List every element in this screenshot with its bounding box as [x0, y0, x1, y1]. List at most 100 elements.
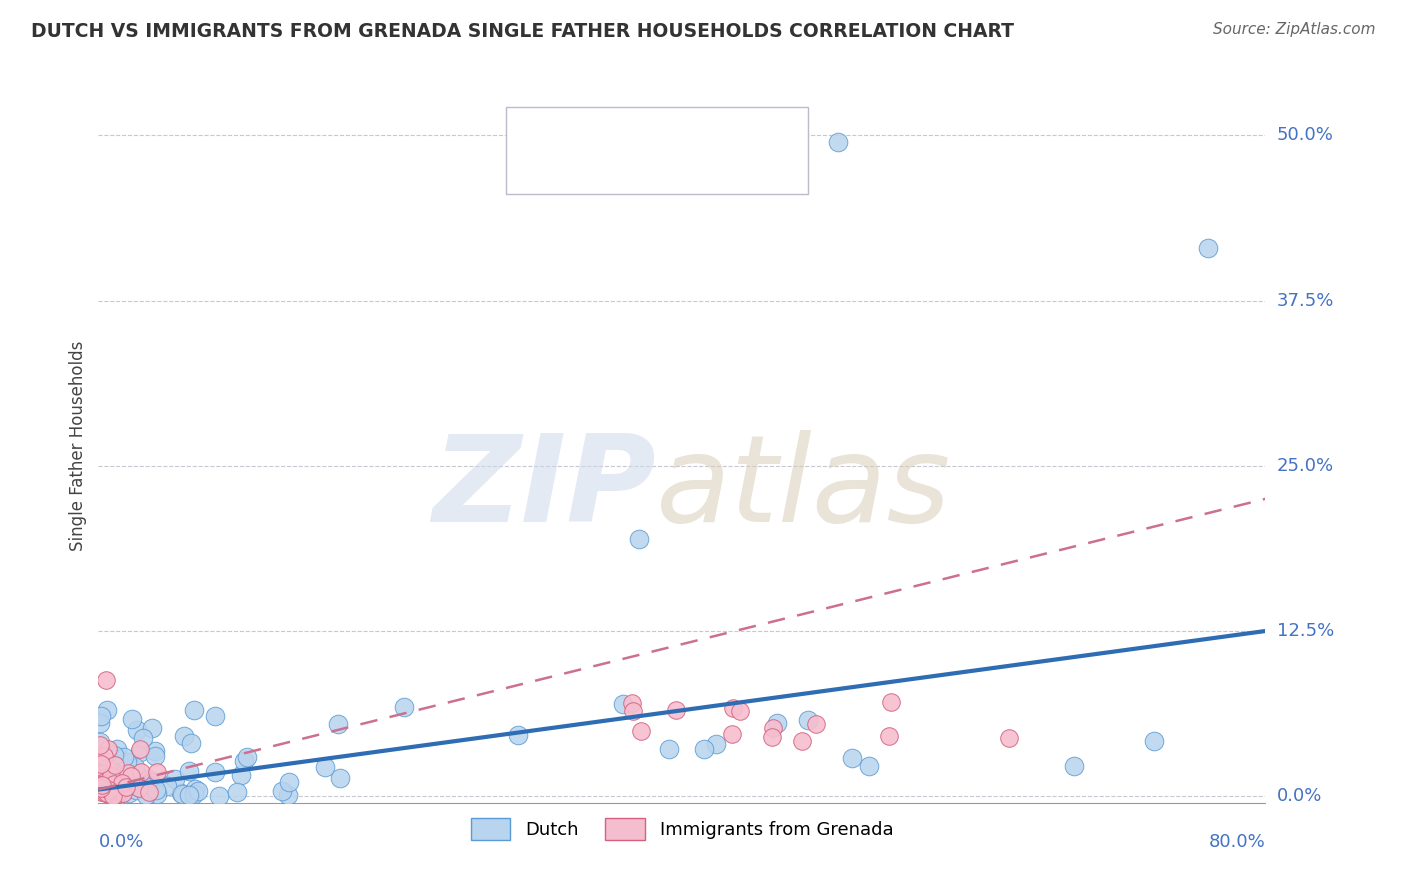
Text: N =: N = [633, 124, 676, 143]
Point [693, 742, 716, 756]
Point [90, 709, 112, 723]
Point [118, 786, 141, 800]
Text: 37.5%: 37.5% [1277, 292, 1334, 310]
Point [271, 784, 294, 798]
Point [90, 785, 112, 799]
Point [112, 749, 135, 764]
Point [806, 717, 828, 731]
Point [720, 727, 742, 741]
Legend: Dutch, Immigrants from Grenada: Dutch, Immigrants from Grenada [464, 811, 900, 847]
Text: ZIP: ZIP [433, 430, 657, 548]
Point [761, 730, 783, 744]
Point [143, 749, 166, 764]
Point [100, 768, 122, 782]
Point [704, 737, 727, 751]
Point [97, 783, 120, 797]
Point [998, 731, 1021, 745]
Point [97, 778, 120, 792]
Text: 80.0%: 80.0% [1209, 833, 1265, 851]
Point [173, 729, 195, 743]
Point [115, 780, 138, 794]
Point [858, 759, 880, 773]
Point [132, 731, 155, 745]
Point [277, 788, 299, 802]
Point [628, 532, 651, 546]
Point [104, 769, 127, 783]
Point [105, 751, 128, 765]
Text: R =: R = [560, 161, 602, 180]
Point [138, 785, 160, 799]
Point [94, 673, 117, 687]
Point [112, 780, 135, 795]
Point [98, 769, 121, 783]
Point [183, 703, 205, 717]
Point [110, 776, 132, 790]
Text: 0.305: 0.305 [588, 124, 644, 143]
Point [226, 785, 249, 799]
Point [98, 775, 121, 789]
Point [91, 778, 114, 792]
Point [93, 749, 115, 764]
Point [104, 764, 127, 778]
Point [104, 788, 127, 802]
Point [231, 768, 253, 782]
Point [97, 750, 120, 764]
Point [112, 786, 135, 800]
Point [156, 779, 179, 793]
Point [91, 778, 114, 792]
Point [101, 779, 124, 793]
Point [105, 742, 128, 756]
Point [89, 783, 111, 797]
Point [90, 771, 112, 785]
Point [204, 709, 226, 723]
Point [1063, 758, 1085, 772]
Point [827, 135, 849, 149]
Text: Source: ZipAtlas.com: Source: ZipAtlas.com [1212, 22, 1375, 37]
Point [1198, 241, 1220, 255]
Text: 0.0%: 0.0% [1277, 788, 1322, 805]
Point [508, 728, 530, 742]
Point [233, 754, 256, 768]
Text: N =: N = [633, 161, 676, 180]
Point [328, 716, 350, 731]
Point [765, 716, 787, 731]
Point [91, 776, 114, 790]
Point [120, 769, 142, 783]
Point [621, 696, 644, 710]
Point [89, 760, 111, 774]
Point [104, 789, 127, 803]
Point [100, 772, 122, 787]
Point [89, 716, 111, 731]
Point [103, 747, 125, 762]
Point [89, 738, 111, 752]
Point [177, 764, 200, 778]
Text: 50: 50 [661, 161, 686, 180]
Point [184, 781, 207, 796]
Text: atlas: atlas [657, 430, 952, 548]
Point [94, 785, 117, 799]
Text: 12.5%: 12.5% [1277, 622, 1334, 640]
Point [177, 788, 200, 802]
Point [792, 734, 814, 748]
Point [163, 772, 186, 787]
Point [392, 699, 415, 714]
Text: 0.168: 0.168 [588, 161, 644, 180]
Point [721, 700, 744, 714]
Point [96, 786, 118, 800]
Point [96, 703, 118, 717]
Point [141, 721, 163, 735]
Point [145, 765, 167, 780]
Point [103, 777, 125, 791]
Point [180, 736, 202, 750]
Point [128, 780, 150, 795]
Point [107, 779, 129, 793]
Y-axis label: Single Father Households: Single Father Households [69, 341, 87, 551]
Point [104, 789, 127, 803]
Point [104, 757, 127, 772]
Point [612, 697, 634, 711]
Point [145, 787, 167, 801]
Point [880, 695, 903, 709]
Point [117, 755, 139, 769]
Point [121, 712, 143, 726]
Point [129, 745, 152, 759]
